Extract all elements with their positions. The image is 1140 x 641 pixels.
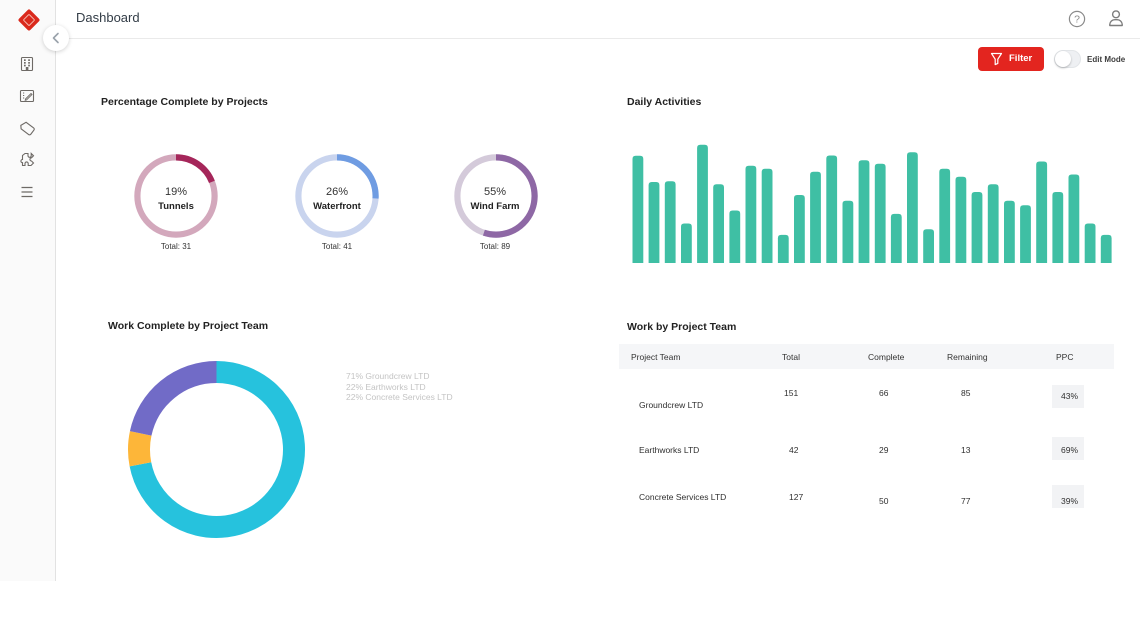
svg-text:?: ? xyxy=(1074,14,1080,26)
